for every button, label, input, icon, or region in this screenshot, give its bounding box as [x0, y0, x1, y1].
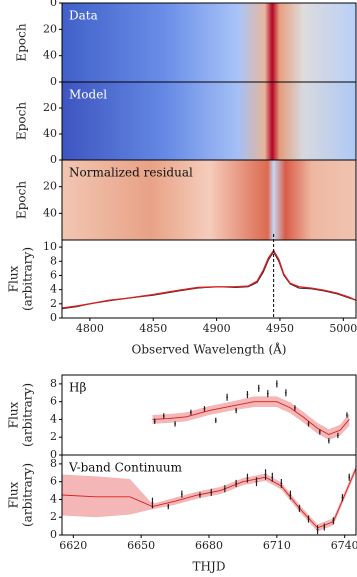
- data-point: [289, 494, 292, 496]
- y-tick-label: 0: [50, 153, 57, 166]
- data-point: [298, 507, 301, 510]
- x-tick-label: 6680: [195, 539, 223, 552]
- data-point: [246, 477, 249, 480]
- data-point: [346, 414, 348, 416]
- x-tick-label: 6740: [331, 539, 357, 552]
- heatmap-image: [62, 3, 356, 82]
- data-point: [203, 407, 206, 410]
- y-tick-label: 8: [50, 457, 57, 470]
- heatmap-image: [62, 82, 356, 160]
- data-point: [327, 439, 330, 442]
- data-point: [264, 473, 267, 476]
- data-point: [280, 482, 283, 485]
- data-point: [294, 406, 296, 409]
- data-point: [226, 396, 228, 399]
- y-axis-label: Epoch: [15, 102, 29, 140]
- data-point: [190, 411, 192, 414]
- data-point: [307, 422, 310, 425]
- x-tick-label: 6620: [59, 539, 87, 552]
- y-tick-label: 4: [50, 492, 57, 505]
- y-tick-label: 40: [43, 206, 57, 219]
- model-band: [152, 396, 350, 440]
- y-axis-label: (arbitrary): [21, 463, 35, 527]
- x-axis-label: THJD: [193, 560, 226, 574]
- y-axis-label: Flux: [7, 481, 21, 508]
- data-point: [318, 430, 321, 433]
- panel-label: Model: [69, 88, 107, 102]
- x-tick-label: 4850: [139, 322, 167, 335]
- data-point: [257, 387, 260, 390]
- y-tick-label: 6: [50, 475, 57, 488]
- data-point: [337, 434, 339, 437]
- panel-label: Hβ: [69, 381, 86, 395]
- data-point: [214, 419, 217, 422]
- panel-label: Normalized residual: [69, 166, 193, 180]
- y-axis-label: Epoch: [15, 181, 29, 219]
- x-tick-label: 6650: [127, 539, 155, 552]
- y-tick-label: 2: [50, 510, 57, 523]
- data-point: [180, 493, 183, 496]
- y-tick-label: 8: [50, 377, 57, 390]
- data-point: [332, 519, 335, 522]
- data-point: [246, 393, 249, 396]
- data-point: [235, 482, 238, 485]
- y-tick-label: 20: [43, 101, 57, 114]
- y-axis-label: Flux: [7, 401, 21, 428]
- y-tick-label: 0: [50, 528, 57, 541]
- y-tick-label: 0: [50, 448, 57, 461]
- data-point: [284, 391, 287, 394]
- y-axis-label: (arbitrary): [21, 247, 35, 311]
- data-point: [271, 476, 274, 479]
- heatmap-image: [62, 160, 356, 240]
- y-axis-label: (arbitrary): [21, 383, 35, 447]
- x-tick-label: 6710: [263, 539, 291, 552]
- data-point: [275, 382, 278, 385]
- data-point: [199, 494, 201, 496]
- y-tick-label: 20: [43, 22, 57, 35]
- y-tick-label: 6: [50, 268, 57, 281]
- data-point: [223, 487, 226, 490]
- y-tick-label: 40: [43, 49, 57, 62]
- data-point: [235, 409, 238, 412]
- y-axis-label: Epoch: [15, 23, 29, 61]
- y-tick-label: 2: [50, 297, 57, 310]
- data-point: [307, 518, 310, 520]
- data-point: [167, 505, 170, 508]
- y-tick-label: 10: [43, 240, 57, 253]
- data-point: [316, 528, 319, 531]
- y-tick-label: 6: [50, 395, 57, 408]
- y-axis-label: Flux: [7, 265, 21, 292]
- panel-label: Data: [69, 9, 98, 23]
- y-tick-label: 0: [50, 311, 57, 324]
- data-point: [323, 526, 326, 528]
- y-tick-label: 40: [43, 127, 57, 140]
- x-tick-label: 4800: [76, 322, 104, 335]
- data-point: [174, 422, 176, 425]
- data-point: [341, 496, 344, 499]
- y-tick-label: 4: [50, 283, 57, 296]
- data-point: [266, 392, 269, 395]
- data-point: [162, 414, 165, 417]
- y-tick-label: 8: [50, 254, 57, 267]
- data-point: [255, 480, 258, 483]
- y-tick-label: 0: [50, 0, 57, 9]
- series-line: [61, 249, 357, 309]
- x-tick-label: 5000: [329, 322, 357, 335]
- y-tick-label: 2: [50, 430, 57, 443]
- x-tick-label: 4950: [266, 322, 294, 335]
- data-point: [348, 476, 351, 479]
- data-point: [153, 420, 156, 423]
- panel-frame: [61, 239, 357, 319]
- y-tick-label: 0: [50, 75, 57, 88]
- y-tick-label: 4: [50, 412, 57, 425]
- series-line: [61, 468, 357, 529]
- series-line: [152, 401, 350, 436]
- data-point: [210, 491, 213, 494]
- y-tick-label: 20: [43, 180, 57, 193]
- panel-label: V-band Continuum: [68, 461, 183, 475]
- x-axis-label: Observed Wavelength (Å): [132, 342, 287, 357]
- x-tick-label: 4900: [203, 322, 231, 335]
- data-point: [151, 502, 154, 504]
